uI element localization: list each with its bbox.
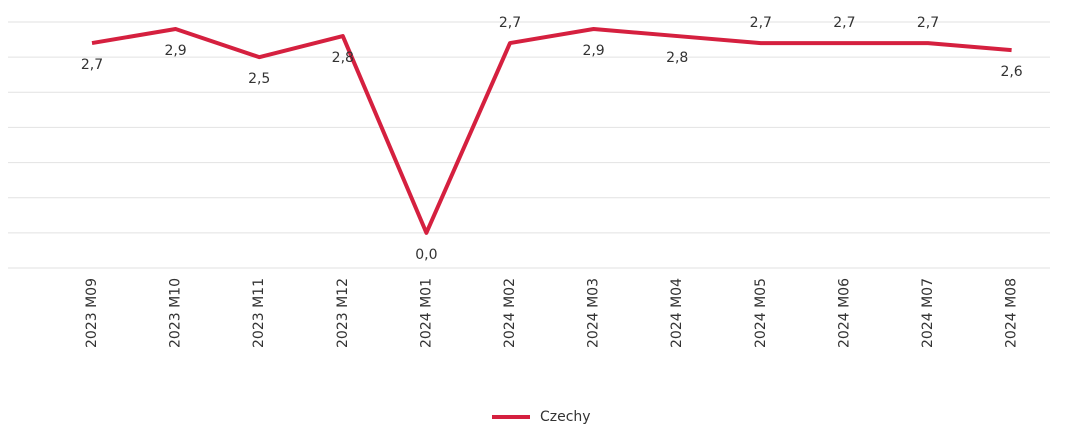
data-label: 2,7: [499, 15, 521, 31]
x-tick-label: 2024 M08: [1004, 278, 1020, 348]
x-tick-label: 2023 M09: [84, 278, 100, 348]
x-tick-label: 2024 M07: [920, 278, 936, 348]
data-label: 2,8: [332, 50, 354, 66]
data-label: 2,5: [248, 71, 270, 87]
x-tick-label: 2024 M02: [502, 278, 518, 348]
x-tick-label: 2023 M12: [335, 278, 351, 348]
data-label: 2,7: [833, 15, 855, 31]
data-label: 2,7: [750, 15, 772, 31]
x-tick-label: 2024 M03: [586, 278, 602, 348]
x-tick-label: 2023 M10: [168, 278, 184, 348]
x-tick-label: 2024 M06: [836, 278, 852, 348]
data-label: 2,8: [666, 50, 688, 66]
legend-label: Czechy: [540, 409, 591, 425]
data-label: 2,6: [1000, 64, 1022, 80]
x-tick-label: 2023 M11: [251, 278, 267, 348]
x-tick-label: 2024 M05: [753, 278, 769, 348]
data-label: 2,9: [164, 43, 186, 59]
line: [91, 27, 1012, 235]
data-label: 2,9: [582, 43, 604, 59]
data-label: 0,0: [415, 247, 437, 263]
data-label: 2,7: [917, 15, 939, 31]
x-tick-label: 2024 M01: [418, 278, 434, 348]
x-tick-label: 2024 M04: [669, 278, 685, 348]
data-label: 2,7: [81, 57, 103, 73]
